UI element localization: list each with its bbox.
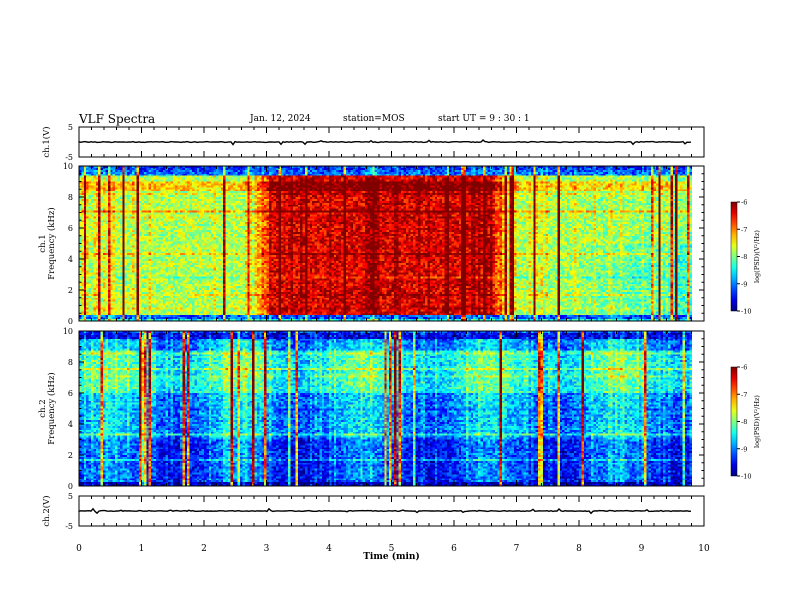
colorbar-2: -6 -7 -8 -9 -10 log(PSD)(V²/Hz) <box>730 364 761 481</box>
xtick-label: 3 <box>264 544 270 554</box>
colorbar-tick-label: -8 <box>741 253 747 261</box>
ytick-label: 8 <box>68 193 73 202</box>
ytick-label: 0 <box>68 317 73 326</box>
ytick-label: 5 <box>68 123 73 132</box>
ytick-label: 10 <box>63 327 73 336</box>
colorbar-gradient <box>730 201 738 312</box>
xtick-label: 9 <box>639 544 645 554</box>
ytick-label: 6 <box>68 389 73 398</box>
ytick-label: 4 <box>68 255 73 264</box>
ytick-label: -5 <box>65 522 73 531</box>
xtick-label: 10 <box>698 544 710 554</box>
colorbar-tick-label: -8 <box>741 418 747 426</box>
ch2-waveform-trace <box>78 507 692 515</box>
ylabel: ch.1(V) <box>41 126 52 157</box>
colorbar-label: log(PSD)(V²/Hz) <box>753 395 761 448</box>
colorbar-tick-label: -10 <box>741 473 751 481</box>
colorbar-tick-label: -9 <box>741 445 747 453</box>
ch1-spectrogram: 0 2 4 6 8 10 ch.1 Frequency (kHz) <box>38 162 705 326</box>
xtick-label: 5 <box>389 544 395 554</box>
xaxis-label: Time (min) <box>363 551 420 562</box>
ylabel: ch.1 <box>38 234 48 252</box>
colorbar-tick-label: -6 <box>741 199 747 207</box>
ytick-label: 8 <box>68 358 73 367</box>
ytick-label: 0 <box>68 482 73 491</box>
xtick-label: 7 <box>514 544 520 554</box>
ch1-waveform-trace <box>78 139 692 146</box>
colorbar-tick-label: -10 <box>741 308 751 316</box>
colorbar-label: log(PSD)(V²/Hz) <box>753 230 761 283</box>
ytick-label: -5 <box>65 153 73 162</box>
ch2-waveform: 5 -5 ch.2(V) <box>41 492 705 531</box>
ylabel: ch.2 <box>38 399 48 417</box>
xtick-label: 2 <box>201 544 207 554</box>
xtick-label: 1 <box>139 544 145 554</box>
ytick-label: 5 <box>68 492 73 501</box>
station-label: station=MOS <box>343 114 405 124</box>
start-time-label: start UT = 9 : 30 : 1 <box>438 114 530 124</box>
xtick-label: 0 <box>76 544 82 554</box>
date-label: Jan. 12, 2024 <box>250 114 311 124</box>
colorbar-tick-label: -7 <box>741 226 747 234</box>
ch1-spectrogram-image <box>79 166 704 321</box>
colorbar-tick-label: -9 <box>741 280 747 288</box>
colorbar-1: -6 -7 -8 -9 -10 log(PSD)(V²/Hz) <box>730 199 761 316</box>
colorbar-tick-label: -7 <box>741 391 747 399</box>
ytick-label: 4 <box>68 420 73 429</box>
ytick-label: 10 <box>63 162 73 171</box>
xtick-label: 4 <box>326 544 332 554</box>
ylabel: ch.2(V) <box>41 495 52 526</box>
xtick-label: 8 <box>576 544 582 554</box>
ytick-label: 6 <box>68 224 73 233</box>
colorbar-tick-label: -6 <box>741 364 747 372</box>
colorbar-gradient <box>730 366 738 477</box>
ch1-waveform: 5 -5 ch.1(V) <box>41 123 705 162</box>
ytick-label: 2 <box>68 286 73 295</box>
xtick-label: 6 <box>451 544 457 554</box>
ylabel: Frequency (kHz) <box>46 372 57 444</box>
ch2-spectrogram-image <box>79 331 704 486</box>
ylabel: Frequency (kHz) <box>46 207 57 279</box>
chart-title: VLF Spectra <box>79 112 156 126</box>
ytick-label: 2 <box>68 451 73 460</box>
ch2-spectrogram: 0 2 4 6 8 10 ch.2 Frequency (kHz) <box>38 327 705 491</box>
